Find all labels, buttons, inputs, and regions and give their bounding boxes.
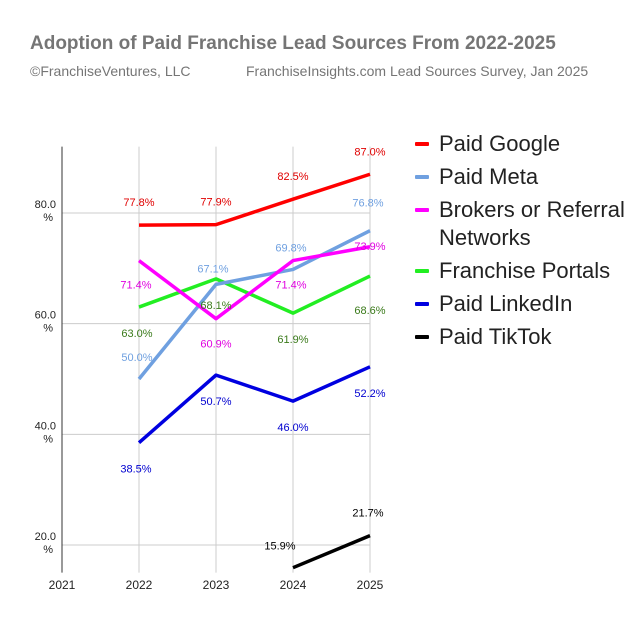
legend-swatch <box>415 175 429 179</box>
data-label: 77.8% <box>123 197 154 209</box>
series-line <box>138 172 371 227</box>
data-label: 76.8% <box>352 198 383 210</box>
data-label: 82.5% <box>277 171 308 183</box>
legend-swatch <box>415 302 429 306</box>
data-label: 52.2% <box>354 388 385 400</box>
x-tick-label: 2025 <box>357 578 384 592</box>
legend-swatch <box>415 335 429 339</box>
y-tick-label: 60.0% <box>35 310 56 335</box>
data-label: 46.0% <box>277 422 308 434</box>
legend-label: Brokers or Referral Networks <box>439 197 625 250</box>
legend-label: Paid LinkedIn <box>439 291 573 316</box>
x-tick-label: 2023 <box>203 578 230 592</box>
data-label: 73.9% <box>354 241 385 253</box>
x-tick-label: 2022 <box>126 578 153 592</box>
legend-label: Paid Meta <box>439 164 539 189</box>
legend-label: Franchise Portals <box>439 258 611 283</box>
series-line <box>137 365 371 444</box>
data-label: 50.0% <box>121 352 152 364</box>
data-label: 69.8% <box>275 242 306 254</box>
series-line <box>137 229 371 381</box>
legend-item: Paid LinkedIn <box>415 290 625 318</box>
source-text: FranchiseInsights.com Lead Sources Surve… <box>246 63 589 79</box>
data-label: 87.0% <box>354 146 385 158</box>
series-line <box>137 245 371 321</box>
series-line <box>138 274 371 315</box>
series-line <box>292 533 371 570</box>
legend-item: Brokers or Referral Networks <box>415 196 625 252</box>
legend-item: Paid Google <box>415 130 625 158</box>
data-label: 68.1% <box>200 300 231 312</box>
data-label: 61.9% <box>277 334 308 346</box>
data-label: 63.0% <box>121 328 152 340</box>
legend-item: Paid Meta <box>415 163 625 191</box>
legend-swatch <box>415 269 429 273</box>
data-label: 77.9% <box>200 197 231 209</box>
legend-label: Paid Google <box>439 131 561 156</box>
data-label: 71.4% <box>275 280 306 292</box>
data-label: 60.9% <box>200 339 231 351</box>
data-label: 50.7% <box>200 396 231 408</box>
y-tick-label: 20.0% <box>35 531 56 556</box>
data-label: 67.1% <box>197 263 228 275</box>
y-tick-label: 40.0% <box>35 420 56 445</box>
data-label: 21.7% <box>352 508 383 520</box>
legend-item: Franchise Portals <box>415 257 625 285</box>
y-tick-label: 80.0% <box>35 199 56 224</box>
copyright-text: ©FranchiseVentures, LLC <box>30 63 191 79</box>
chart-title: Adoption of Paid Franchise Lead Sources … <box>30 33 556 54</box>
data-label: 68.6% <box>354 305 385 317</box>
chart-legend: Paid Google Paid Meta Brokers or Referral … <box>415 130 625 356</box>
legend-label: Paid TikTok <box>439 324 552 349</box>
legend-item: Paid TikTok <box>415 323 625 351</box>
data-label: 38.5% <box>120 464 151 476</box>
x-tick-label: 2024 <box>280 578 307 592</box>
legend-swatch <box>415 142 429 146</box>
data-label: 15.9% <box>264 541 295 553</box>
x-tick-label: 2021 <box>49 578 76 592</box>
legend-swatch <box>415 208 429 212</box>
data-label: 71.4% <box>120 280 151 292</box>
